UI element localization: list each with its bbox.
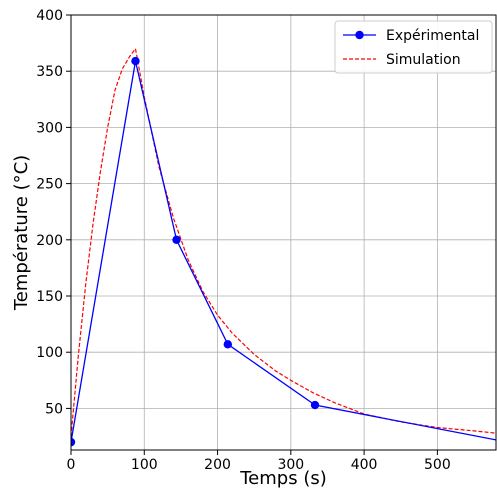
legend-marker (355, 30, 364, 40)
series-1 (71, 47, 496, 437)
y-tick-label: 50 (45, 401, 63, 417)
x-axis-title: Temps (s) (239, 468, 327, 489)
series-0 (71, 56, 496, 447)
legend-label: Expérimental (386, 28, 479, 44)
y-tick-label: 200 (36, 233, 63, 249)
y-tick-label: 300 (36, 120, 63, 136)
y-tick-label: 100 (36, 345, 63, 361)
x-tick-label: 300 (277, 457, 304, 473)
x-tick-label: 200 (204, 457, 231, 473)
series-line (71, 47, 496, 437)
plot-series (71, 47, 496, 447)
data-point (172, 235, 181, 245)
x-tick-label: 100 (131, 457, 158, 473)
series-line (71, 60, 496, 443)
y-tick-label: 400 (36, 8, 63, 24)
x-tick-label: 500 (424, 457, 451, 473)
plot-frame (70, 14, 497, 451)
legend: Expérimental Simulation (334, 20, 493, 74)
data-point (71, 437, 76, 447)
data-point (223, 340, 233, 349)
y-tick-label: 350 (36, 64, 63, 80)
legend-box (334, 20, 493, 74)
x-tick-label: 400 (351, 457, 378, 473)
data-point (131, 56, 140, 66)
legend-label: Simulation (386, 52, 461, 68)
y-axis-title: Température (°C) (11, 155, 32, 311)
y-tick-label: 150 (36, 289, 63, 305)
grid (70, 14, 496, 450)
x-tick-label: 0 (67, 457, 76, 473)
y-tick-label: 250 (36, 177, 63, 193)
axis-ticks: 0 100 200 300 400 500 50 100 150 200 250 300 350 400 (36, 8, 450, 473)
data-point (310, 400, 320, 410)
